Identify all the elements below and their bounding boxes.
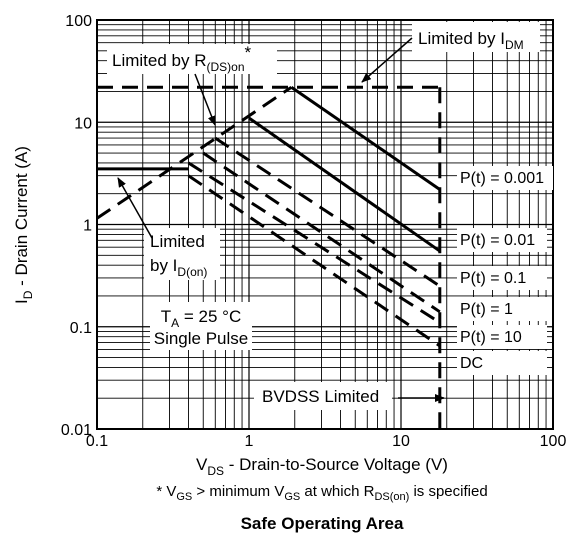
annotation-idon-limit: Limited by ID(on) <box>144 228 220 280</box>
x-tick-label: 0.1 <box>86 433 108 450</box>
series-label: P(t) = 0.01 <box>460 232 535 249</box>
series-label: P(t) = 10 <box>460 329 522 346</box>
annotation-bvdss: BVDSS Limited <box>254 382 392 410</box>
footnote: * VGS > minimum VGS at which RDS(on) is … <box>156 483 487 503</box>
svg-text:Single Pulse: Single Pulse <box>154 329 249 348</box>
y-tick-label: 0.01 <box>61 422 92 439</box>
x-tick-label: 100 <box>540 433 567 450</box>
y-tick-label: 0.1 <box>70 320 92 337</box>
series-line-0 <box>290 86 441 191</box>
series-label-bg <box>457 325 547 349</box>
svg-text:TA = 25 °C: TA = 25 °C <box>161 307 242 330</box>
idm-arrow <box>361 37 413 83</box>
svg-text:Limited: Limited <box>150 232 205 251</box>
series-label-bg <box>457 297 547 321</box>
series-label-bg <box>457 266 547 290</box>
series-label: DC <box>460 355 483 372</box>
y-tick-label: 100 <box>65 13 92 30</box>
idon-arrow <box>117 177 153 239</box>
series-label-bg <box>457 228 547 252</box>
series-label-bg <box>457 351 547 375</box>
series-line-1 <box>248 116 441 253</box>
y-axis-title: ID - Drain Current (A) <box>12 146 35 304</box>
rds-arrow <box>194 73 216 126</box>
series-line-5 <box>187 174 441 348</box>
x-tick-label: 10 <box>392 433 410 450</box>
svg-text:Limited by R(DS)on*: Limited by R(DS)on* <box>112 43 252 74</box>
series-label: P(t) = 0.1 <box>460 270 526 287</box>
plot-frame <box>96 19 554 430</box>
svg-text:Limited by IDM: Limited by IDM <box>418 29 524 52</box>
series-line-4 <box>187 161 441 324</box>
x-tick-label: 1 <box>245 433 254 450</box>
svg-text:BVDSS Limited: BVDSS Limited <box>262 387 379 406</box>
chart-title: Safe Operating Area <box>241 514 404 533</box>
x-axis-title: VDS - Drain-to-Source Voltage (V) <box>196 455 448 478</box>
series-label-bg <box>457 166 553 190</box>
series-line-2 <box>214 136 441 288</box>
annotation-idm-limit: Limited by IDM <box>412 22 540 52</box>
series-line-3 <box>202 151 441 314</box>
svg-text:by ID(on): by ID(on) <box>150 256 207 279</box>
annotation-rds-limit: Limited by R(DS)on* <box>107 43 277 74</box>
plot-curves <box>96 85 442 429</box>
y-tick-label: 10 <box>74 115 92 132</box>
annotation-conditions: TA = 25 °C Single Pulse <box>150 302 252 350</box>
y-tick-label: 1 <box>83 218 92 235</box>
series-label: P(t) = 1 <box>460 301 513 318</box>
series-labels: P(t) = 0.001 P(t) = 0.01 P(t) = 0.1 P(t) = … <box>457 166 553 375</box>
limit-rds-on-line <box>96 85 293 220</box>
series-label: P(t) = 0.001 <box>460 170 544 187</box>
